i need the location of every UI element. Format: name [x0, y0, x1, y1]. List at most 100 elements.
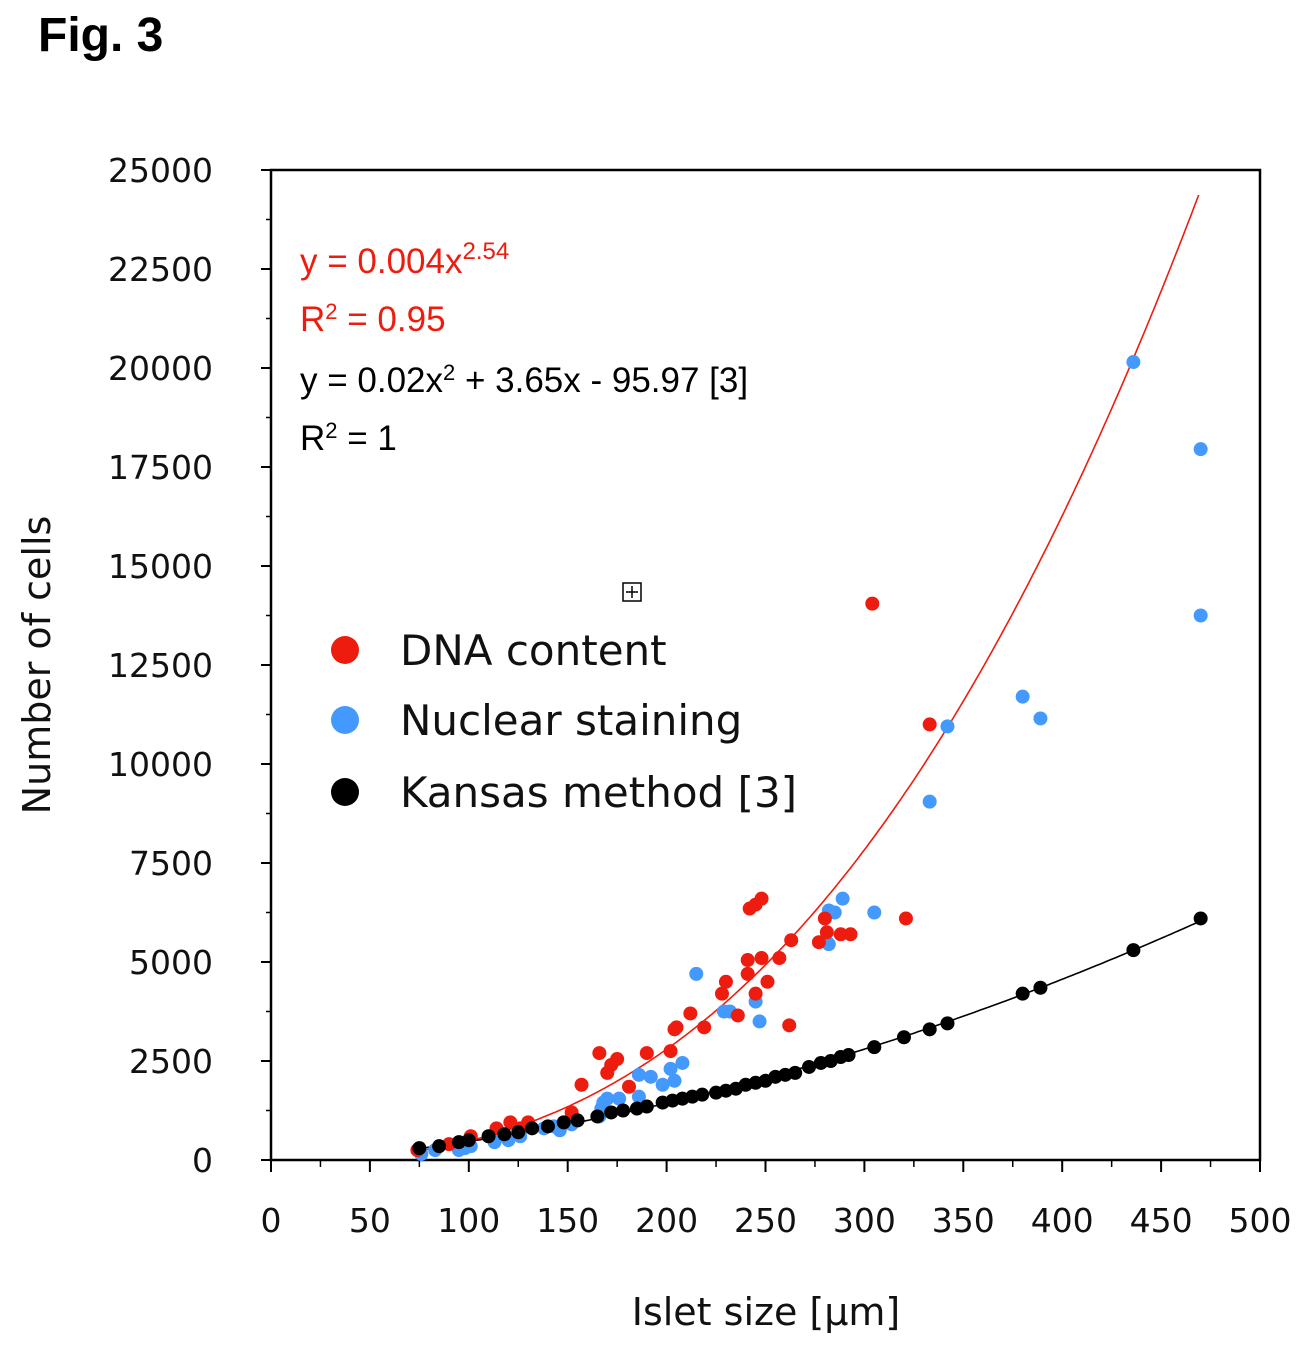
data-point [835, 891, 850, 906]
data-point [695, 1087, 710, 1102]
data-point [1126, 943, 1141, 958]
data-point [697, 1020, 712, 1035]
y-axis-title: Number of cells [15, 516, 59, 815]
x-tick-label: 50 [349, 1201, 391, 1240]
red-r-squared: R2 = 0.95 [300, 299, 446, 339]
data-point [612, 1091, 627, 1106]
x-tick-label: 0 [261, 1201, 282, 1240]
data-point [631, 1067, 646, 1082]
legend-label: Kansas method [3] [400, 768, 797, 817]
data-point [675, 1055, 690, 1070]
data-point [940, 719, 955, 734]
x-tick-label: 300 [833, 1201, 896, 1240]
x-axis-title: Islet size [µm] [632, 1290, 901, 1334]
data-point [1193, 911, 1208, 926]
data-point [1126, 355, 1141, 370]
data-point [867, 905, 882, 920]
data-point [898, 911, 913, 926]
figure-label: Fig. 3 [38, 9, 164, 62]
y-tick-label: 7500 [129, 844, 213, 883]
legend: DNA content Nuclear staining Kansas meth… [331, 626, 797, 817]
data-point [669, 1020, 684, 1035]
data-point [600, 1091, 615, 1106]
data-point [622, 1079, 637, 1094]
data-point [748, 986, 763, 1001]
y-tick-label: 20000 [108, 349, 213, 388]
data-point [819, 925, 834, 940]
y-tick-label: 22500 [108, 250, 213, 289]
data-point [590, 1109, 605, 1124]
data-point [610, 1052, 625, 1067]
data-point [604, 1105, 619, 1120]
series-dna-content [410, 596, 937, 1158]
y-tick-label: 0 [192, 1141, 213, 1180]
data-point [1193, 608, 1208, 623]
data-point [730, 1008, 745, 1023]
power-fit-line [419, 194, 1200, 1152]
data-point [592, 1046, 607, 1061]
series-kansas-method-3 [412, 911, 1208, 1156]
data-point [570, 1113, 585, 1128]
data-point [896, 1030, 911, 1045]
crosshair-marker-icon [622, 582, 642, 602]
data-point [788, 1065, 803, 1080]
y-tick-label: 12500 [108, 646, 213, 685]
data-point [782, 1018, 797, 1033]
data-point [556, 1115, 571, 1130]
data-point [639, 1099, 654, 1114]
data-point [663, 1044, 678, 1059]
data-point [718, 974, 733, 989]
data-point [772, 951, 787, 966]
data-point [1033, 711, 1048, 726]
legend-marker-blue [331, 706, 359, 734]
data-point [802, 1059, 817, 1074]
x-tick-label: 350 [932, 1201, 995, 1240]
data-point [643, 1069, 658, 1084]
data-point [922, 1022, 937, 1037]
data-point [817, 911, 832, 926]
x-axis: 0 50 100 150 200 250 300 350 400 450 500 [261, 1160, 1292, 1240]
data-point [525, 1121, 540, 1136]
data-point [841, 1048, 856, 1063]
data-point [714, 986, 729, 1001]
x-tick-label: 100 [437, 1201, 500, 1240]
data-point [833, 927, 848, 942]
data-point [784, 933, 799, 948]
data-point [1015, 986, 1030, 1001]
data-point [639, 1046, 654, 1061]
y-tick-label: 10000 [108, 745, 213, 784]
legend-marker-red [331, 636, 359, 664]
black-r-squared: R2 = 1 [300, 418, 397, 458]
data-point [760, 974, 775, 989]
data-point [497, 1127, 512, 1142]
data-point [922, 794, 937, 809]
x-tick-label: 400 [1031, 1201, 1094, 1240]
y-tick-label: 15000 [108, 547, 213, 586]
data-point [663, 1061, 678, 1076]
data-point [481, 1129, 496, 1144]
data-point [432, 1139, 447, 1154]
data-point [1033, 980, 1048, 995]
y-tick-label: 25000 [108, 151, 213, 190]
data-point [655, 1077, 670, 1092]
x-tick-label: 150 [536, 1201, 599, 1240]
data-point [683, 1006, 698, 1021]
data-point [540, 1119, 555, 1134]
x-tick-label: 250 [734, 1201, 797, 1240]
x-tick-label: 200 [635, 1201, 698, 1240]
data-point [922, 717, 937, 732]
data-point [867, 1040, 882, 1055]
y-tick-label: 17500 [108, 448, 213, 487]
y-axis: 0 2500 5000 7500 10000 12500 15000 17500 20000 22… [108, 151, 271, 1180]
legend-item-kansas-method: Kansas method [3] [331, 768, 797, 817]
red-equation: y = 0.004x2.54 [300, 238, 509, 281]
legend-item-dna-content: DNA content [331, 626, 667, 675]
black-equation: y = 0.02x2 + 3.65x - 95.97 [3] [300, 360, 748, 400]
x-tick-label: 450 [1130, 1201, 1193, 1240]
data-point [740, 953, 755, 968]
y-tick-label: 2500 [129, 1042, 213, 1081]
data-point [1193, 442, 1208, 457]
data-point [754, 951, 769, 966]
data-point [843, 927, 858, 942]
